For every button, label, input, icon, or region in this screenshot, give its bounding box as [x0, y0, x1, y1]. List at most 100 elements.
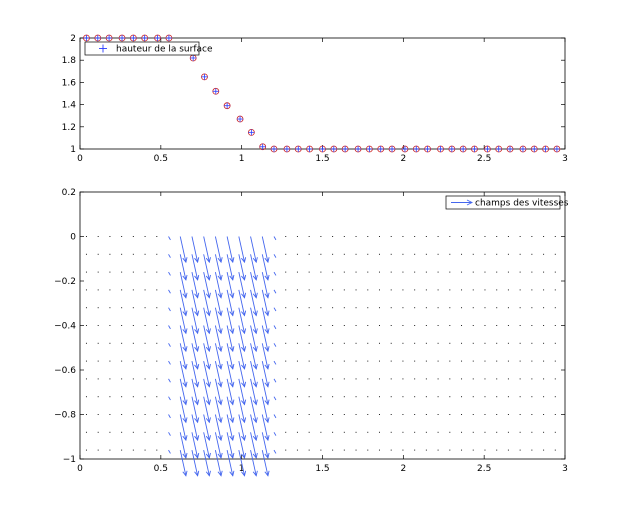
velocity-point	[109, 342, 111, 344]
velocity-arrow	[214, 307, 223, 335]
velocity-point	[355, 431, 357, 433]
velocity-arrow	[203, 236, 211, 264]
arrow-head	[217, 328, 223, 335]
velocity-arrow	[238, 289, 247, 317]
velocity-arrow	[168, 432, 171, 436]
velocity-point	[332, 342, 334, 344]
velocity-point	[449, 271, 451, 273]
velocity-point	[296, 378, 298, 380]
arrow-head	[252, 292, 258, 299]
velocity-point	[156, 307, 158, 309]
velocity-point	[531, 271, 533, 273]
velocity-point	[402, 236, 404, 237]
legend-label-surface-height: hauteur de la surface	[116, 45, 213, 55]
velocity-point	[390, 307, 392, 309]
velocity-point	[296, 271, 298, 273]
velocity-point	[132, 378, 134, 380]
velocity-point	[285, 378, 287, 380]
arrow-shaft	[191, 272, 199, 298]
arrow-shaft	[179, 432, 187, 458]
velocity-point	[531, 342, 533, 344]
velocity-point	[367, 396, 369, 398]
x-tick-label: 2.5	[477, 154, 491, 164]
legend-label-velocity-field: champs des vitesses	[475, 199, 569, 209]
arrow-shaft	[226, 432, 234, 458]
arrow-shaft	[214, 272, 222, 298]
velocity-point	[507, 396, 509, 398]
arrow-head	[194, 274, 200, 281]
legend-arrow-icon	[451, 199, 474, 206]
velocity-arrow	[261, 414, 270, 442]
velocity-point	[97, 253, 99, 255]
velocity-arrow	[273, 360, 277, 365]
velocity-arrow	[191, 325, 200, 353]
velocity-arrow	[214, 432, 223, 459]
arrow-shaft	[250, 236, 257, 263]
velocity-arrow	[203, 325, 211, 353]
surface-height-point	[212, 87, 220, 95]
velocity-point	[472, 342, 474, 344]
arrow-head	[241, 417, 247, 424]
velocity-arrow	[250, 414, 258, 442]
velocity-point	[121, 396, 123, 398]
velocity-point	[507, 449, 509, 451]
velocity-point	[437, 289, 439, 291]
arrow-shaft	[191, 325, 199, 352]
velocity-point	[402, 289, 404, 291]
velocity-point	[390, 360, 392, 362]
arrow-head	[194, 381, 200, 388]
velocity-point	[109, 449, 111, 451]
arrow-shaft	[261, 272, 269, 298]
velocity-point	[519, 253, 521, 255]
arrow-shaft	[179, 307, 187, 334]
arrow-shaft	[168, 289, 171, 294]
y-tick-label: 1.2	[62, 123, 76, 133]
velocity-point	[519, 342, 521, 344]
velocity-point	[320, 449, 322, 451]
velocity-point	[378, 431, 380, 433]
velocity-arrow	[273, 432, 277, 436]
velocity-point	[531, 289, 533, 291]
velocity-arrow	[261, 361, 270, 388]
velocity-arrow	[261, 396, 270, 424]
velocity-point	[144, 431, 146, 433]
velocity-point	[507, 414, 509, 415]
arrow-shaft	[273, 432, 277, 436]
velocity-point	[519, 289, 521, 291]
surface-height-ticks: 0 0.5 1 1.5 2 2.5 3 1 1.2 1.4 1.6 1.8 2	[62, 34, 568, 164]
velocity-point	[484, 236, 486, 237]
arrow-head	[252, 417, 258, 424]
velocity-point	[543, 253, 545, 255]
velocity-point	[543, 396, 545, 398]
velocity-point	[449, 342, 451, 344]
arrow-shaft	[168, 432, 171, 436]
velocity-arrow	[168, 325, 171, 330]
velocity-point	[554, 414, 556, 415]
velocity-point	[414, 325, 416, 326]
y-tick-label: −0.2	[54, 277, 76, 287]
velocity-arrow	[203, 343, 211, 370]
velocity-point	[531, 396, 533, 398]
arrow-shaft	[226, 414, 234, 441]
velocity-point	[367, 360, 369, 362]
arrow-head	[264, 435, 270, 442]
velocity-point	[367, 289, 369, 291]
arrow-head	[205, 381, 211, 388]
velocity-arrow	[168, 254, 171, 258]
arrow-shaft	[273, 414, 277, 419]
arrow-head	[194, 417, 200, 424]
arrow-shaft	[179, 325, 187, 352]
arrow-head	[182, 310, 188, 317]
arrow-head	[229, 363, 235, 370]
velocity-point	[355, 378, 357, 380]
arrow-head	[241, 328, 247, 335]
arrow-head	[217, 399, 223, 406]
velocity-arrow	[226, 325, 235, 353]
arrow-shaft	[238, 343, 245, 369]
velocity-point	[554, 289, 556, 291]
velocity-arrow	[226, 361, 235, 388]
velocity-arrow	[226, 236, 235, 264]
velocity-arrow	[226, 378, 235, 406]
velocity-field-plot-area	[79, 191, 566, 460]
velocity-point	[472, 414, 474, 415]
